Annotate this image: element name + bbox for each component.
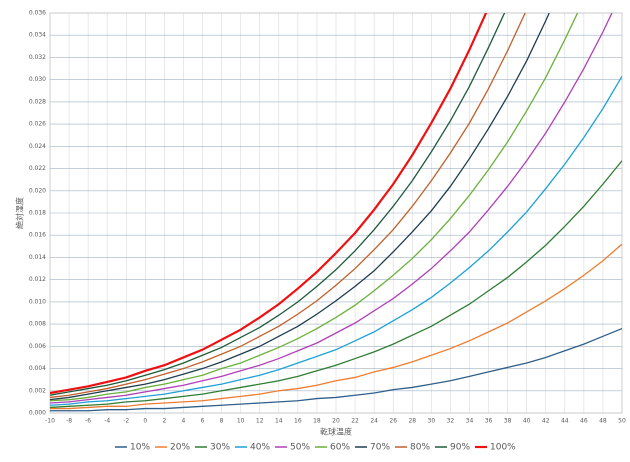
legend-label: 30% <box>210 443 230 453</box>
y-tick-label: 0.002 <box>29 387 46 394</box>
x-tick-label: 50 <box>618 418 626 425</box>
series-line <box>50 13 526 399</box>
series-line <box>50 13 550 401</box>
x-tick-label: 42 <box>542 418 550 425</box>
x-tick-label: 18 <box>313 418 321 425</box>
x-tick-label: 26 <box>389 418 397 425</box>
series-line <box>50 327 622 412</box>
y-tick-label: 0.034 <box>29 32 46 39</box>
x-tick-label: 36 <box>485 418 493 425</box>
x-tick-label: 8 <box>220 418 224 425</box>
legend-label: 70% <box>370 443 390 453</box>
y-tick-label: 0.014 <box>29 254 46 261</box>
x-tick-label: 20 <box>332 418 340 425</box>
legend-label: 90% <box>450 443 470 453</box>
y-tick-label: 0.016 <box>29 232 46 239</box>
series-line <box>50 13 488 395</box>
x-tick-label: 48 <box>599 418 607 425</box>
x-axis-label: 乾球温度 <box>320 427 352 437</box>
y-tick-label: 0.026 <box>29 121 46 128</box>
series-line <box>50 243 622 410</box>
x-tick-label: 46 <box>580 418 588 425</box>
x-tick-label: 44 <box>561 418 569 425</box>
plot-area <box>50 13 622 412</box>
x-tick-label: -4 <box>104 418 110 425</box>
x-tick-label: 6 <box>201 418 205 425</box>
y-tick-label: 0.008 <box>29 321 46 328</box>
series-line <box>50 13 579 402</box>
y-tick-label: 0.028 <box>29 98 46 105</box>
x-tick-label: -8 <box>66 418 72 425</box>
x-tick-label: 28 <box>408 418 416 425</box>
x-tick-label: -2 <box>123 418 129 425</box>
legend-label: 80% <box>410 443 430 453</box>
y-tick-label: 0.036 <box>29 10 46 17</box>
x-tick-label: 4 <box>182 418 186 425</box>
y-tick-label: 0.020 <box>29 187 46 194</box>
x-tick-label: 10 <box>237 418 245 425</box>
legend-label: 10% <box>130 443 150 453</box>
y-tick-label: 0.004 <box>29 365 46 372</box>
y-tick-label: 0.012 <box>29 276 46 283</box>
x-tick-label: 38 <box>504 418 512 425</box>
y-tick-label: 0.000 <box>29 410 46 417</box>
y-tick-label: 0.024 <box>29 143 46 150</box>
x-tick-label: 40 <box>523 418 531 425</box>
y-tick-label: 0.022 <box>29 165 46 172</box>
x-tick-label: 32 <box>447 418 455 425</box>
x-tick-label: 22 <box>351 418 359 425</box>
series-line <box>50 160 622 409</box>
x-tick-label: -10 <box>45 418 55 425</box>
y-axis-label: 絶対湿度 <box>15 197 25 229</box>
x-tick-label: -6 <box>85 418 91 425</box>
series-line <box>50 76 622 406</box>
y-tick-label: 0.006 <box>29 343 46 350</box>
legend-label: 40% <box>250 443 270 453</box>
plot-border <box>49 12 623 414</box>
y-tick-label: 0.032 <box>29 54 46 61</box>
series-line <box>50 13 506 396</box>
x-tick-label: 24 <box>370 418 378 425</box>
legend-label: 60% <box>330 443 350 453</box>
legend-label: 50% <box>290 443 310 453</box>
x-tick-label: 2 <box>162 418 166 425</box>
x-tick-label: 0 <box>143 418 147 425</box>
x-tick-label: 12 <box>256 418 264 425</box>
legend-label: 20% <box>170 443 190 453</box>
x-tick-label: 30 <box>428 418 436 425</box>
series-line <box>50 13 613 404</box>
y-tick-label: 0.018 <box>29 210 46 217</box>
x-tick-label: 34 <box>466 418 474 425</box>
legend-label: 100% <box>490 443 516 453</box>
x-tick-label: 16 <box>294 418 302 425</box>
y-tick-label: 0.030 <box>29 76 46 83</box>
y-tick-label: 0.010 <box>29 298 46 305</box>
x-tick-label: 14 <box>275 418 283 425</box>
